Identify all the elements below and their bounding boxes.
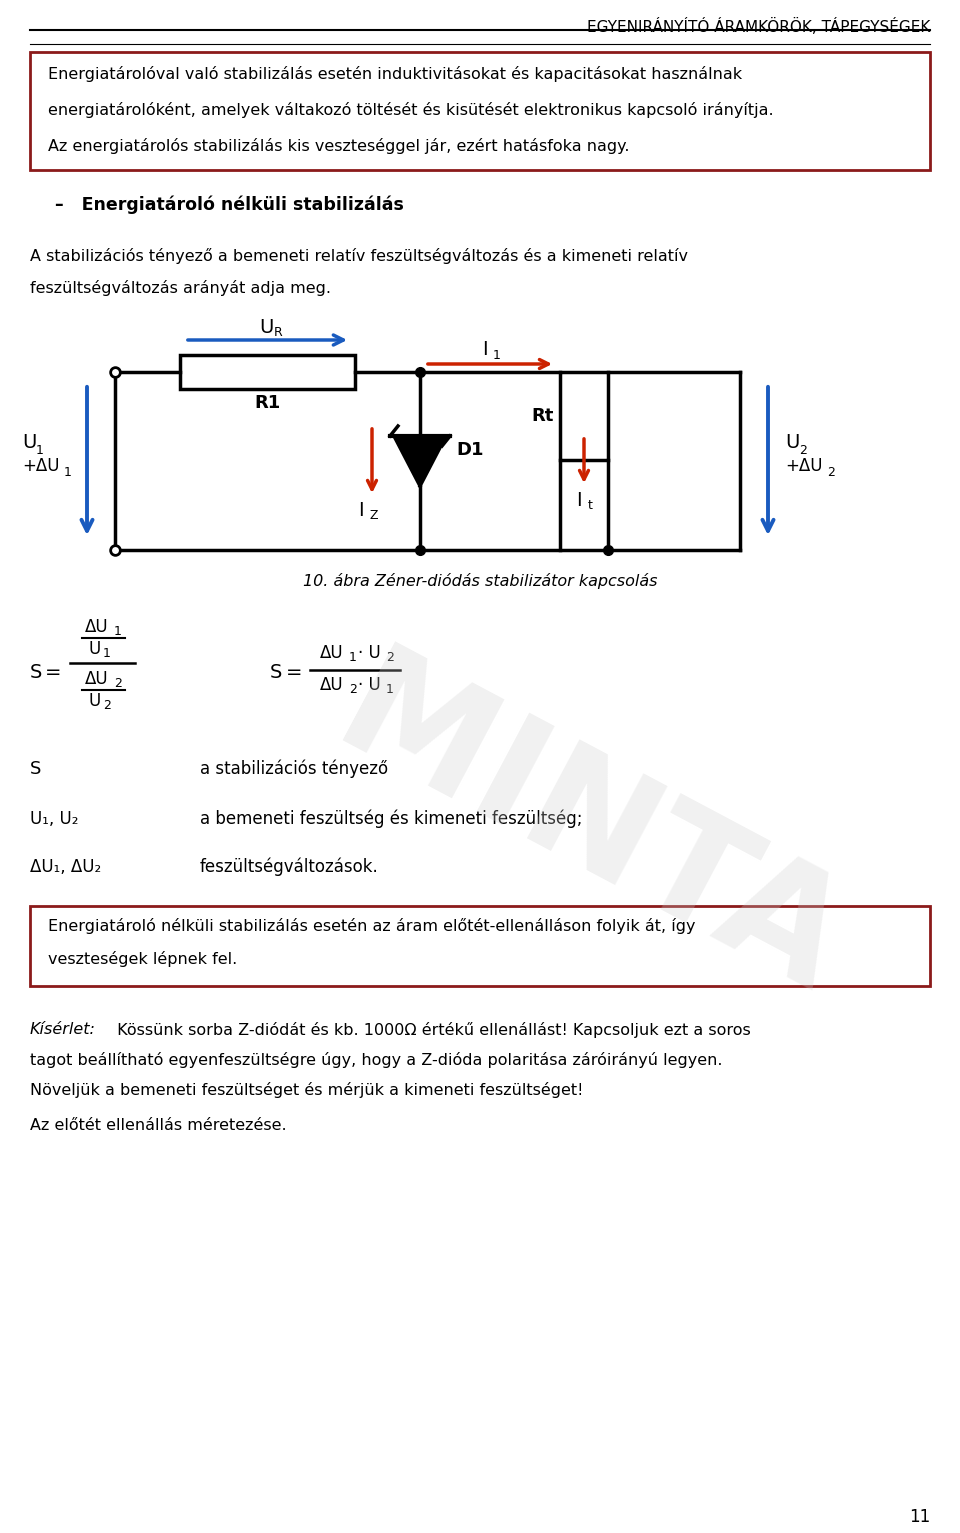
Text: 2: 2	[103, 699, 110, 711]
Text: 11: 11	[909, 1508, 930, 1525]
Text: 1: 1	[386, 684, 394, 696]
Text: tagot beállítható egyenfeszültségre úgy, hogy a Z-dióda polaritása záróirányú le: tagot beállítható egyenfeszültségre úgy,…	[30, 1052, 723, 1069]
Text: =: =	[286, 662, 302, 682]
Text: I: I	[358, 501, 364, 520]
Text: S: S	[30, 662, 42, 682]
Text: ΔU: ΔU	[320, 676, 344, 694]
Text: –   Energiatároló nélküli stabilizálás: – Energiatároló nélküli stabilizálás	[55, 196, 404, 215]
Text: Növeljük a bemeneti feszültséget és mérjük a kimeneti feszültséget!: Növeljük a bemeneti feszültséget és mérj…	[30, 1082, 584, 1098]
Text: a stabilizációs tényező: a stabilizációs tényező	[200, 760, 388, 779]
Text: ΔU: ΔU	[85, 618, 108, 636]
Bar	[560, 373, 608, 460]
Text: I: I	[576, 491, 582, 510]
Text: 1: 1	[493, 350, 501, 362]
Text: U₁, U₂: U₁, U₂	[30, 809, 79, 828]
Text: U: U	[88, 639, 100, 658]
Text: · U: · U	[358, 676, 381, 694]
Text: 2: 2	[349, 684, 357, 696]
Polygon shape	[394, 435, 446, 486]
Text: Kössünk sorba Z-diódát és kb. 1000Ω értékű ellenállást! Kapcsoljuk ezt a soros: Kössünk sorba Z-diódát és kb. 1000Ω érté…	[112, 1023, 751, 1038]
Text: MINTA: MINTA	[313, 636, 867, 1024]
Text: Rt: Rt	[532, 406, 554, 425]
Text: Az előtét ellenállás méretezése.: Az előtét ellenállás méretezése.	[30, 1118, 287, 1133]
Text: ΔU₁, ΔU₂: ΔU₁, ΔU₂	[30, 858, 101, 875]
Text: I: I	[482, 340, 488, 359]
Bar	[30, 52, 930, 170]
Text: · U: · U	[358, 644, 381, 662]
Text: ΔU: ΔU	[85, 670, 108, 688]
Bar	[30, 906, 930, 986]
Text: 2: 2	[827, 466, 835, 480]
Text: feszültségváltozás arányát adja meg.: feszültségváltozás arányát adja meg.	[30, 281, 331, 296]
Text: 2: 2	[386, 652, 394, 664]
Text: t: t	[588, 500, 593, 512]
Text: A stabilizációs tényező a bemeneti relatív feszültségváltozás és a kimeneti rela: A stabilizációs tényező a bemeneti relat…	[30, 248, 688, 264]
Text: U: U	[22, 434, 36, 452]
Text: U: U	[88, 691, 100, 710]
Text: 10. ábra Zéner-diódás stabilizátor kapcsolás: 10. ábra Zéner-diódás stabilizátor kapcs…	[302, 573, 658, 589]
Text: 1: 1	[349, 652, 357, 664]
Text: feszültségváltozások.: feszültségváltozások.	[200, 858, 379, 877]
Text: 1: 1	[64, 466, 72, 480]
Text: Az energiatárolós stabilizálás kis veszteséggel jár, ezért hatásfoka nagy.: Az energiatárolós stabilizálás kis veszt…	[48, 138, 630, 153]
Text: Z: Z	[369, 509, 377, 523]
Text: energiatárolóként, amelyek váltakozó töltését és kisütését elektronikus kapcsoló: energiatárolóként, amelyek váltakozó töl…	[48, 103, 774, 118]
Text: 1: 1	[114, 625, 122, 638]
Text: S: S	[270, 662, 282, 682]
Text: 2: 2	[799, 445, 806, 457]
Text: U: U	[259, 317, 274, 337]
Bar	[180, 356, 355, 389]
Text: a bemeneti feszültség és kimeneti feszültség;: a bemeneti feszültség és kimeneti feszül…	[200, 809, 583, 828]
Text: Energiatároló nélküli stabilizálás esetén az áram előtét-ellenálláson folyik át,: Energiatároló nélküli stabilizálás eseté…	[48, 918, 695, 934]
Text: S: S	[30, 760, 41, 779]
Text: =: =	[45, 662, 61, 682]
Text: U: U	[785, 434, 800, 452]
Text: R1: R1	[254, 394, 280, 412]
Text: veszteségek lépnek fel.: veszteségek lépnek fel.	[48, 950, 237, 967]
Text: 1: 1	[103, 647, 110, 661]
Text: R: R	[274, 327, 282, 339]
Text: 2: 2	[114, 678, 122, 690]
Text: Energiatárolóval való stabilizálás esetén induktivitásokat és kapacitásokat hasz: Energiatárolóval való stabilizálás eseté…	[48, 66, 742, 81]
Text: +ΔU: +ΔU	[22, 457, 60, 475]
Text: Kísérlet:: Kísérlet:	[30, 1023, 96, 1036]
Text: EGYENIRÁNYÍTÓ ÁRAMKÖRÖK, TÁPEGYSÉGEK: EGYENIRÁNYÍTÓ ÁRAMKÖRÖK, TÁPEGYSÉGEK	[587, 18, 930, 35]
Text: ΔU: ΔU	[320, 644, 344, 662]
Text: 1: 1	[36, 445, 44, 457]
Text: D1: D1	[456, 442, 484, 458]
Text: +ΔU: +ΔU	[785, 457, 823, 475]
